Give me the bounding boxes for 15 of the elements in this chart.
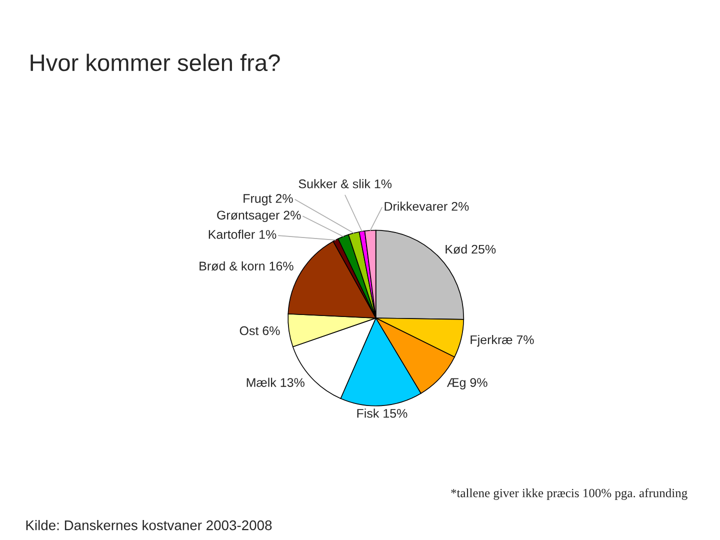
text: Kilde: Danskernes kostvaner 2003-2008 [26,520,272,530]
slice-label: Frugt 2% [244,194,293,206]
slice-label: Grøntsager 2% [217,210,301,222]
slice-label: Mælk 13% [246,378,304,387]
slice-label: Kød 25% [446,244,496,254]
slice-label: Fjerkræ 7% [470,335,534,347]
text: *tallene giver ikke præcis 100% pga. afrunding [451,488,688,500]
slice-label: Sukker & slik 1% [298,179,392,188]
slice-label: Ost 6% [240,326,280,336]
slice-label: Æg 9% [446,378,488,390]
slice-label: Fisk 15% [357,408,408,418]
slice-label: Brød & korn 16% [200,261,294,271]
slice-label: Drikkevarer 2% [384,202,469,211]
chart-title: Hvor kommer selen fra? [30,54,280,72]
slice-label: Kartofler 1% [208,230,276,239]
